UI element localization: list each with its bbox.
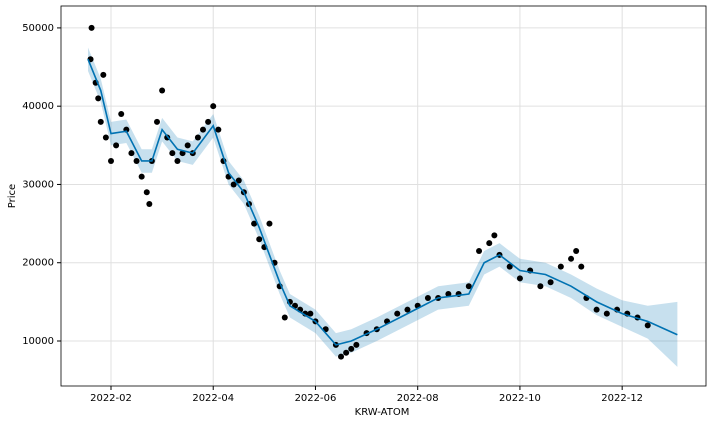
data-point bbox=[547, 279, 554, 286]
data-point bbox=[537, 283, 544, 290]
y-tick-label: 40000 bbox=[22, 101, 54, 112]
data-point bbox=[153, 118, 160, 125]
data-point bbox=[88, 24, 95, 31]
data-point bbox=[343, 349, 350, 356]
data-point bbox=[557, 263, 564, 270]
data-point bbox=[169, 150, 176, 157]
data-point bbox=[95, 95, 102, 102]
data-point bbox=[516, 275, 523, 282]
data-point bbox=[113, 142, 120, 149]
data-point bbox=[133, 157, 140, 164]
data-point bbox=[404, 306, 411, 313]
x-tick-label: 2022-10 bbox=[499, 393, 541, 404]
y-tick-label: 20000 bbox=[22, 258, 54, 269]
data-point bbox=[506, 263, 513, 270]
data-point bbox=[573, 247, 580, 254]
data-point bbox=[256, 236, 263, 243]
data-point bbox=[465, 283, 472, 290]
data-point bbox=[486, 240, 493, 247]
data-point bbox=[281, 314, 288, 321]
data-point bbox=[603, 310, 610, 317]
data-point bbox=[266, 220, 273, 227]
data-point bbox=[174, 157, 181, 164]
data-point bbox=[348, 345, 355, 352]
x-tick-label: 2022-08 bbox=[397, 393, 439, 404]
data-point bbox=[424, 294, 431, 301]
forecast-line bbox=[87, 58, 678, 346]
y-tick-label: 30000 bbox=[22, 179, 54, 190]
y-tick-label: 50000 bbox=[22, 23, 54, 34]
plot-area bbox=[61, 6, 706, 386]
data-point bbox=[394, 310, 401, 317]
data-point bbox=[578, 263, 585, 270]
data-point bbox=[138, 173, 145, 180]
data-point bbox=[230, 181, 237, 188]
plot-frame bbox=[60, 5, 707, 387]
data-point bbox=[307, 310, 314, 317]
data-point bbox=[568, 255, 575, 262]
data-point bbox=[100, 71, 107, 78]
data-point bbox=[118, 111, 125, 118]
data-point bbox=[97, 118, 104, 125]
data-point bbox=[445, 291, 452, 298]
data-point bbox=[593, 306, 600, 313]
data-point bbox=[107, 157, 114, 164]
data-point bbox=[476, 247, 483, 254]
data-point bbox=[200, 126, 207, 133]
data-point bbox=[338, 353, 345, 360]
data-point bbox=[159, 87, 166, 94]
data-point bbox=[194, 134, 201, 141]
data-point bbox=[215, 126, 222, 133]
data-point bbox=[128, 150, 135, 157]
data-point bbox=[235, 177, 242, 184]
data-point bbox=[491, 232, 498, 239]
x-tick-label: 2022-04 bbox=[192, 393, 234, 404]
x-axis-label: KRW-ATOM bbox=[355, 407, 410, 418]
data-point bbox=[102, 134, 109, 141]
data-point bbox=[353, 341, 360, 348]
x-tick-label: 2022-02 bbox=[90, 393, 132, 404]
y-axis-label: Price bbox=[7, 184, 18, 208]
x-tick-label: 2022-06 bbox=[295, 393, 337, 404]
data-point bbox=[205, 118, 212, 125]
data-point bbox=[146, 201, 153, 208]
data-point bbox=[644, 322, 651, 329]
y-tick-label: 10000 bbox=[22, 336, 54, 347]
x-tick-label: 2022-12 bbox=[601, 393, 643, 404]
data-point bbox=[184, 142, 191, 149]
data-point bbox=[251, 220, 258, 227]
data-point bbox=[210, 103, 217, 110]
data-point bbox=[143, 189, 150, 196]
